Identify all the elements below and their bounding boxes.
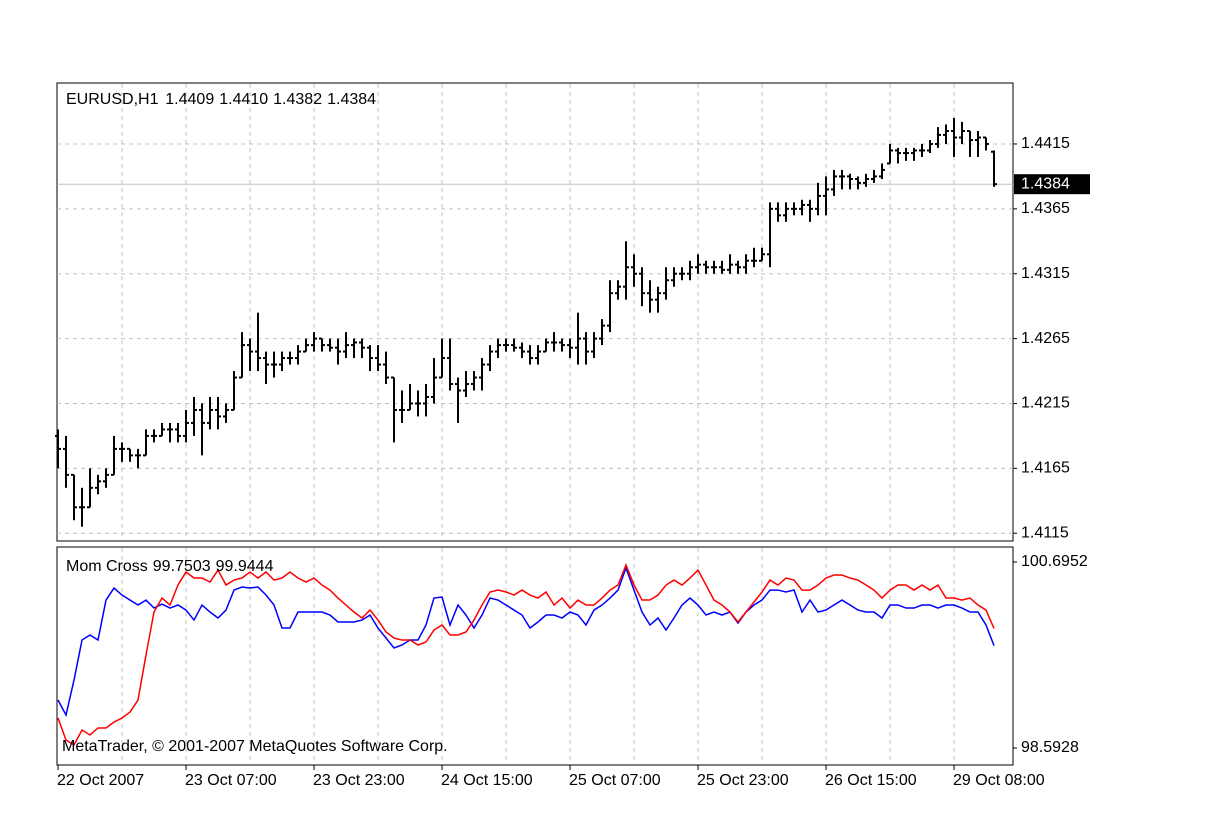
y-tick-label: 1.4215: [1021, 395, 1070, 412]
indicator-value: 99.9444: [216, 558, 274, 575]
indicator-title: Mom Cross: [66, 558, 148, 575]
status-open: 1.4409: [165, 91, 214, 108]
plot-layer: 1.4115 1.4165 1.4215 1.4265 1.4315 1.4365 1.44…: [55, 84, 1090, 789]
x-tick-label: 23 Oct 07:00: [185, 772, 277, 789]
y-tick-label: 1.4365: [1021, 200, 1070, 217]
y-tick-label: 100.6952: [1021, 553, 1088, 570]
y-tick-label: 1.4415: [1021, 135, 1070, 152]
x-tick-label: 26 Oct 15:00: [825, 772, 917, 789]
status-low: 1.4382: [273, 91, 322, 108]
indicator-value: 99.7503: [153, 558, 211, 575]
y-tick-label: 1.4165: [1021, 460, 1070, 477]
y-tick-label: 1.4115: [1021, 524, 1069, 541]
status-high: 1.4410: [219, 91, 268, 108]
last-price-box: [1014, 174, 1090, 195]
copyright: MetaTrader, © 2001-2007 MetaQuotes Softw…: [62, 738, 448, 755]
x-tick-label: 25 Oct 07:00: [569, 772, 661, 789]
y-tick-label: 1.4315: [1021, 265, 1070, 282]
indicator-header: Mom Cross 99.7503 99.9444: [66, 558, 274, 575]
y-tick-label: 1.4265: [1021, 330, 1070, 347]
symbol: EURUSD,H1: [66, 91, 159, 108]
status-close: 1.4384: [327, 91, 376, 108]
series-line: [57, 563, 995, 747]
status-line: EURUSD,H1 1.4409 1.4410 1.4382 1.4384: [66, 91, 376, 108]
last-price-label: 1.4384: [1021, 175, 1070, 192]
x-tick-label: 24 Oct 15:00: [441, 772, 533, 789]
x-tick-label: 29 Oct 08:00: [953, 772, 1045, 789]
y-tick-label: 98.5928: [1021, 739, 1079, 756]
x-tick-label: 22 Oct 2007: [57, 772, 144, 789]
series-line: [57, 565, 995, 718]
x-tick-label: 25 Oct 23:00: [697, 772, 789, 789]
indicator-panel: [56, 546, 1014, 766]
main-panel: [56, 82, 1014, 542]
x-tick-label: 23 Oct 23:00: [313, 772, 405, 789]
